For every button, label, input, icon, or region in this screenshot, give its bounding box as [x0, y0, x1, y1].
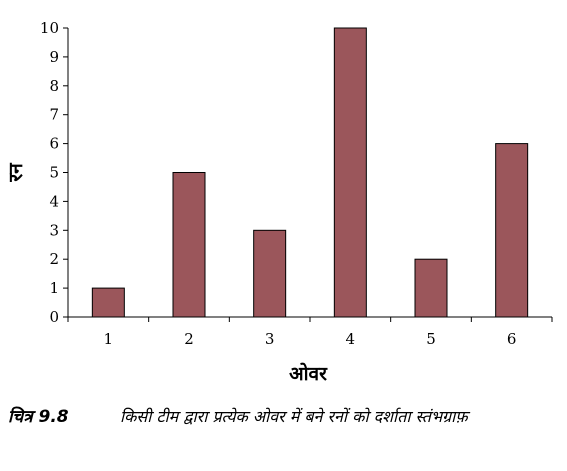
y-tick-label: 8 [49, 77, 59, 95]
bars [91, 27, 529, 318]
y-tick-label: 3 [49, 221, 59, 239]
x-tick-label: 2 [184, 330, 194, 348]
bar-over-4 [333, 27, 367, 318]
figure-number: चित्र 9.8 [8, 407, 69, 427]
y-tick-label: 4 [49, 192, 59, 210]
y-tick-label: 10 [40, 19, 59, 37]
x-tick-label: 5 [426, 330, 436, 348]
x-tick-label: 6 [507, 330, 517, 348]
x-tick-label: 3 [265, 330, 275, 348]
y-tick-label: 7 [49, 106, 59, 124]
bar-over-1 [91, 287, 125, 318]
x-tick-label: 4 [346, 330, 356, 348]
y-tick-label: 6 [49, 135, 59, 153]
y-tick-label: 1 [49, 279, 59, 297]
bar-over-6 [495, 143, 529, 318]
y-tick-label: 0 [49, 308, 59, 326]
bar-chart: 0 1 2 3 4 5 6 7 8 9 10 1 2 3 4 5 6 रन ओवर [5, 19, 553, 385]
x-axis-ticks: 1 2 3 4 5 6 [67, 317, 553, 348]
y-tick-label: 2 [49, 250, 59, 268]
caption-text: किसी टीम द्वारा प्रत्येक ओवर में बने रनो… [120, 407, 468, 426]
y-tick-label: 9 [49, 48, 59, 66]
bar-over-2 [172, 172, 206, 318]
bar-over-5 [414, 258, 448, 318]
y-axis-title: रन [5, 162, 27, 183]
y-tick-label: 5 [49, 164, 59, 182]
x-tick-label: 1 [104, 330, 114, 348]
x-axis-title: ओवर [289, 362, 328, 385]
y-axis-ticks: 0 1 2 3 4 5 6 7 8 9 10 [40, 19, 68, 326]
figure-caption: चित्र 9.8 किसी टीम द्वारा प्रत्येक ओवर म… [8, 404, 560, 430]
bar-over-3 [253, 229, 287, 318]
